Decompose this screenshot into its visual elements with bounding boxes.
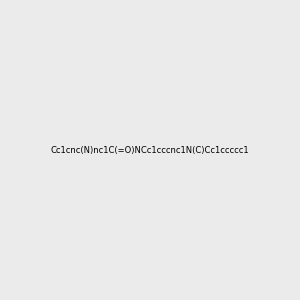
Text: Cc1cnc(N)nc1C(=O)NCc1cccnc1N(C)Cc1ccccc1: Cc1cnc(N)nc1C(=O)NCc1cccnc1N(C)Cc1ccccc1 bbox=[51, 146, 249, 154]
